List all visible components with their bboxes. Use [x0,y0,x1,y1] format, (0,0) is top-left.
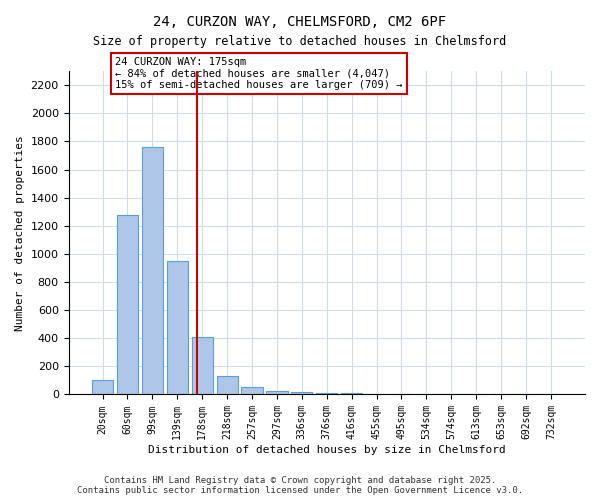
Text: 24 CURZON WAY: 175sqm
← 84% of detached houses are smaller (4,047)
15% of semi-d: 24 CURZON WAY: 175sqm ← 84% of detached … [115,57,403,90]
Bar [266,391,287,394]
Bar [191,337,213,394]
Text: Size of property relative to detached houses in Chelmsford: Size of property relative to detached ho… [94,35,506,48]
X-axis label: Distribution of detached houses by size in Chelmsford: Distribution of detached houses by size … [148,445,506,455]
Bar [117,214,138,394]
Text: Contains HM Land Registry data © Crown copyright and database right 2025.
Contai: Contains HM Land Registry data © Crown c… [77,476,523,495]
Bar [291,392,313,394]
Y-axis label: Number of detached properties: Number of detached properties [15,135,25,330]
Bar [92,380,113,394]
Text: 24, CURZON WAY, CHELMSFORD, CM2 6PF: 24, CURZON WAY, CHELMSFORD, CM2 6PF [154,15,446,29]
Bar [167,261,188,394]
Bar [217,376,238,394]
Bar [142,147,163,394]
Bar [316,393,337,394]
Bar [241,386,263,394]
